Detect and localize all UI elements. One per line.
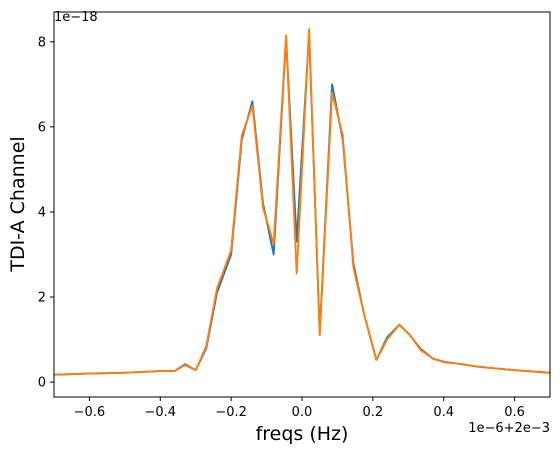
x-tick-label: −0.6 (74, 405, 106, 420)
series-line-2 (54, 28, 550, 376)
x-tick-label: 0.6 (504, 405, 525, 420)
y-axis-ticks: 0 2 4 6 8 (38, 35, 54, 391)
y-tick-label: 4 (38, 205, 46, 220)
y-offset-label: 1e−18 (54, 10, 98, 25)
x-tick-label: 0.0 (292, 405, 313, 420)
x-axis-title: freqs (Hz) (256, 423, 349, 445)
x-tick-label: 0.2 (363, 405, 384, 420)
y-tick-label: 6 (38, 120, 46, 135)
x-tick-label: −0.2 (215, 405, 247, 420)
x-offset-label: 1e−6+2e−3 (468, 421, 550, 436)
x-tick-label: −0.4 (144, 405, 176, 420)
x-axis-ticks: −0.6 −0.4 −0.2 0.0 0.2 0.4 0.6 (74, 397, 525, 420)
y-tick-label: 2 (38, 291, 46, 306)
x-tick-label: 0.4 (433, 405, 454, 420)
y-tick-label: 0 (38, 376, 46, 391)
y-axis-title: TDI-A Channel (7, 136, 29, 272)
y-tick-label: 8 (38, 35, 46, 50)
series-layer (54, 28, 550, 376)
